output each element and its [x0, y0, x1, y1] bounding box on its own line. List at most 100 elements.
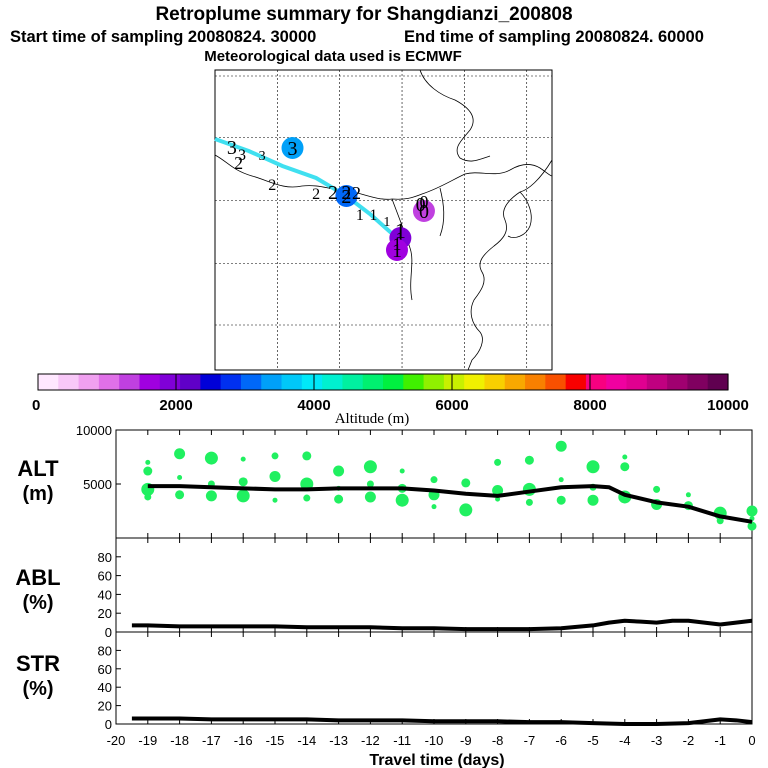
trajectory-day-label: 2 — [352, 183, 361, 203]
abl-ytick-label: 0 — [105, 625, 112, 640]
str-ylabel: STR — [16, 651, 60, 676]
abl-ytick-label: 60 — [98, 569, 112, 584]
colorbar-cell — [626, 374, 648, 390]
alt-scatter-point — [399, 468, 405, 474]
alt-scatter-point — [272, 497, 278, 503]
colorbar-cell — [362, 374, 384, 390]
trajectory-day-label: 3 — [227, 137, 237, 159]
end-time-label: End time of sampling 20080824. 60000 — [404, 28, 704, 46]
alt-scatter-point — [143, 466, 153, 476]
alt-scatter-point — [431, 504, 437, 510]
colorbar-cell — [646, 374, 668, 390]
colorbar-cell — [38, 374, 59, 390]
trajectory-day-label: 2 — [328, 182, 338, 204]
colorbar-cell — [585, 374, 607, 390]
colorbar-cell — [261, 374, 283, 390]
x-axis-ticks: -20 -19 -18 -17 -16 -15 -14 -13 -12 -11 -10 -9 -8 -7-… — [107, 733, 756, 748]
map-graticule — [215, 70, 552, 370]
alt-scatter-point — [620, 462, 630, 472]
x-axis-label: Travel time (days) — [369, 752, 504, 768]
alt-scatter-point — [495, 496, 501, 502]
alt-scatter-point — [302, 451, 312, 461]
trajectory-day-label: 1 — [356, 207, 364, 224]
abl-ylabel: ABL — [15, 565, 60, 590]
panel-content: 5000 10000 0 20 40 60 80 0 20 40 60 80 — [76, 423, 758, 732]
alt-scatter-point — [144, 493, 152, 501]
border-line-north — [419, 69, 491, 162]
map-frame — [214, 69, 553, 371]
x-tick-label: -2 — [683, 733, 695, 748]
colorbar-cell — [464, 374, 486, 390]
str-panel-frame — [115, 631, 753, 725]
colorbar-cell — [443, 374, 465, 390]
colorbar-cell — [545, 374, 567, 390]
trajectory-day-label: 0 — [419, 192, 428, 212]
alt-scatter-point — [300, 477, 314, 491]
colorbar-cell — [180, 374, 201, 390]
alt-scatter-point — [334, 494, 344, 504]
trajectory-marker — [385, 239, 408, 261]
str-ytick-label: 60 — [98, 662, 112, 677]
x-tick-label: -12 — [361, 733, 380, 748]
x-tick-label: -7 — [524, 733, 536, 748]
alt-ylabel-unit: (m) — [22, 483, 53, 505]
abl-series-line — [131, 618, 753, 632]
trajectory-marker — [335, 185, 358, 207]
colorbar-cell — [525, 374, 546, 390]
x-tick-label: -4 — [619, 733, 631, 748]
alt-scatter-point — [395, 493, 409, 507]
abl-panel-frame — [115, 537, 753, 633]
border-line — [214, 154, 553, 200]
colorbar-tick-label: 2000 — [159, 397, 192, 414]
colorbar-tick-label: 0 — [32, 397, 40, 414]
x-tick-label: -5 — [587, 733, 599, 748]
alt-scatter-point — [747, 521, 757, 531]
trajectory-day-label: 1 — [369, 207, 377, 224]
x-tick-label: -14 — [297, 733, 316, 748]
start-time-label: Start time of sampling 20080824. 30000 — [10, 28, 316, 46]
map-coastlines — [214, 69, 553, 371]
alt-scatter-point — [653, 485, 661, 493]
x-tick-label: -17 — [202, 733, 221, 748]
colorbar-cell — [139, 374, 161, 390]
trajectory-marker-label: 0 — [419, 201, 429, 223]
colorbar-cell — [281, 374, 303, 390]
alt-scatter-point — [494, 458, 502, 466]
alt-scatter-point — [587, 494, 599, 506]
trajectory-path — [214, 137, 402, 246]
alt-ylabel: ALT — [17, 456, 59, 481]
colorbar-cell — [58, 374, 80, 390]
colorbar-cell — [707, 374, 729, 390]
alt-scatter-point — [746, 505, 758, 517]
colorbar-cell — [240, 374, 262, 390]
x-tick-label: -6 — [555, 733, 567, 748]
alt-scatter-point — [685, 492, 691, 498]
str-ytick-label: 20 — [98, 699, 112, 714]
colorbar-cell — [159, 374, 181, 390]
alt-scatter-point — [430, 476, 438, 484]
trajectory-marker-label: 3 — [288, 138, 298, 160]
abl-ytick-label: 80 — [98, 550, 112, 565]
alt-scatter-point — [303, 494, 311, 502]
province-line — [391, 198, 413, 301]
colorbar-cell — [667, 374, 689, 390]
met-data-label: Meteorological data used is ECMWF — [204, 48, 462, 65]
colorbar-cell — [565, 374, 587, 390]
coast-line-peninsula — [507, 191, 532, 238]
figure-title: Retroplume summary for Shangdianzi_20080… — [155, 4, 572, 25]
alt-scatter-point — [558, 477, 564, 483]
trajectory-day-label: 2 — [341, 182, 351, 204]
alt-scatter-point — [333, 465, 345, 477]
alt-scatter-point — [524, 455, 534, 465]
alt-scatter-point — [205, 490, 217, 502]
trajectory-marker-label: 2 — [341, 186, 351, 208]
alt-scatter-point — [177, 475, 183, 481]
colorbar-cell — [687, 374, 709, 390]
alt-scatter-point — [556, 495, 566, 505]
alt-scatter-point — [204, 451, 218, 465]
x-tick-label: -8 — [492, 733, 504, 748]
colorbar-cell — [606, 374, 628, 390]
